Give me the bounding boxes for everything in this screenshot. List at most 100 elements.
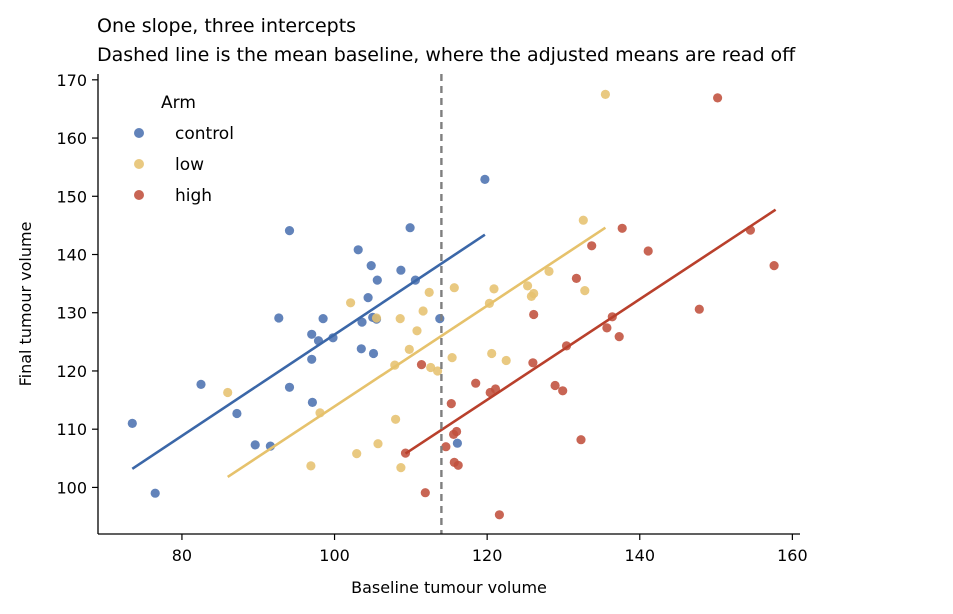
legend-marker-low (134, 159, 144, 169)
chart-title: One slope, three intercepts (97, 15, 356, 37)
data-point-high (420, 488, 430, 498)
data-point-high (494, 510, 504, 520)
y-tick-label: 120 (56, 362, 87, 381)
data-point-low (404, 344, 414, 354)
data-point-high (587, 241, 597, 251)
data-point-high (452, 426, 462, 437)
data-point-control (307, 397, 317, 407)
y-tick-label: 130 (56, 304, 87, 323)
legend-label-high: high (175, 186, 212, 206)
x-tick-label: 80 (172, 546, 192, 565)
data-point-low (306, 461, 316, 471)
data-point-high (614, 332, 624, 342)
data-point-high (453, 460, 463, 470)
data-point-control (405, 223, 415, 233)
data-point-control (452, 438, 462, 448)
legend-title: Arm (161, 93, 196, 113)
fit-line-control (131, 233, 486, 470)
data-point-low (578, 215, 588, 225)
data-point-high (769, 261, 779, 271)
data-point-high (576, 435, 586, 445)
y-axis-ticks: 100 110 120 130 140 150 160 170 (56, 71, 98, 497)
data-point-low (373, 439, 383, 449)
data-point-control (307, 329, 317, 339)
data-point-low (395, 314, 405, 324)
x-tick-label: 160 (777, 546, 808, 565)
chart-subtitle: Dashed line is the mean baseline, where … (97, 44, 796, 66)
data-point-low (600, 89, 611, 99)
data-point-low (426, 362, 436, 373)
data-point-low (424, 287, 434, 297)
data-point-low (544, 266, 554, 276)
legend-label-low: low (175, 155, 204, 175)
data-point-control (368, 348, 379, 359)
x-tick-label: 100 (319, 546, 350, 565)
x-tick-label: 140 (624, 546, 655, 565)
data-point-low (523, 281, 533, 291)
data-point-control (366, 261, 376, 271)
data-point-low (412, 326, 422, 336)
data-point-control (232, 408, 242, 419)
data-point-low (501, 355, 511, 366)
data-point-low (447, 353, 457, 363)
data-point-high (643, 246, 653, 256)
y-tick-label: 110 (56, 420, 87, 439)
fit-line-high (404, 208, 777, 455)
data-point-high (416, 360, 427, 370)
data-point-low (418, 306, 428, 316)
data-point-high (571, 273, 582, 283)
data-point-low (371, 313, 382, 323)
data-point-high (617, 223, 627, 233)
data-point-control (372, 275, 382, 285)
y-axis-label: Final tumour volume (16, 222, 35, 387)
data-point-high (441, 442, 451, 452)
data-point-control (318, 314, 328, 324)
data-point-low (223, 387, 233, 398)
data-point-control (307, 354, 317, 364)
y-tick-label: 160 (56, 129, 87, 148)
data-point-control (363, 293, 373, 303)
data-point-low (391, 414, 401, 424)
data-point-low (449, 283, 459, 293)
data-point-low (352, 449, 362, 459)
legend-label-control: control (175, 124, 234, 144)
data-point-control (274, 313, 284, 323)
data-point-control (150, 488, 160, 498)
data-point-control (127, 418, 137, 428)
data-point-control (196, 379, 206, 389)
data-point-control (250, 440, 260, 450)
y-tick-label: 170 (56, 71, 87, 90)
fit-line-low (226, 226, 607, 478)
data-point-control (435, 314, 445, 324)
data-point-control (396, 265, 406, 275)
legend: Arm control low high (134, 93, 234, 206)
data-point-high (550, 380, 560, 391)
data-point-high (713, 93, 723, 103)
data-point-low (580, 286, 590, 296)
data-point-high (471, 378, 481, 388)
x-axis-ticks: 80 100 120 140 160 (172, 534, 808, 565)
data-point-high (528, 358, 538, 368)
data-point-low (487, 348, 497, 359)
data-point-control (353, 245, 363, 255)
data-point-high (446, 399, 456, 409)
data-point-high (558, 386, 568, 396)
data-point-control (356, 344, 366, 354)
data-point-low (346, 298, 356, 308)
x-tick-label: 120 (472, 546, 503, 565)
x-axis-label: Baseline tumour volume (351, 578, 547, 597)
y-tick-label: 140 (56, 246, 87, 265)
legend-marker-high (134, 190, 144, 200)
data-point-low (489, 284, 499, 294)
data-point-control (284, 382, 295, 392)
data-point-control (284, 226, 295, 236)
data-point-low (396, 463, 406, 473)
data-point-low (529, 288, 539, 299)
data-point-high (529, 309, 539, 320)
data-point-low (433, 366, 443, 376)
data-point-high (602, 323, 612, 333)
y-tick-label: 150 (56, 187, 87, 206)
data-point-control (480, 174, 490, 184)
data-point-high (694, 304, 704, 314)
